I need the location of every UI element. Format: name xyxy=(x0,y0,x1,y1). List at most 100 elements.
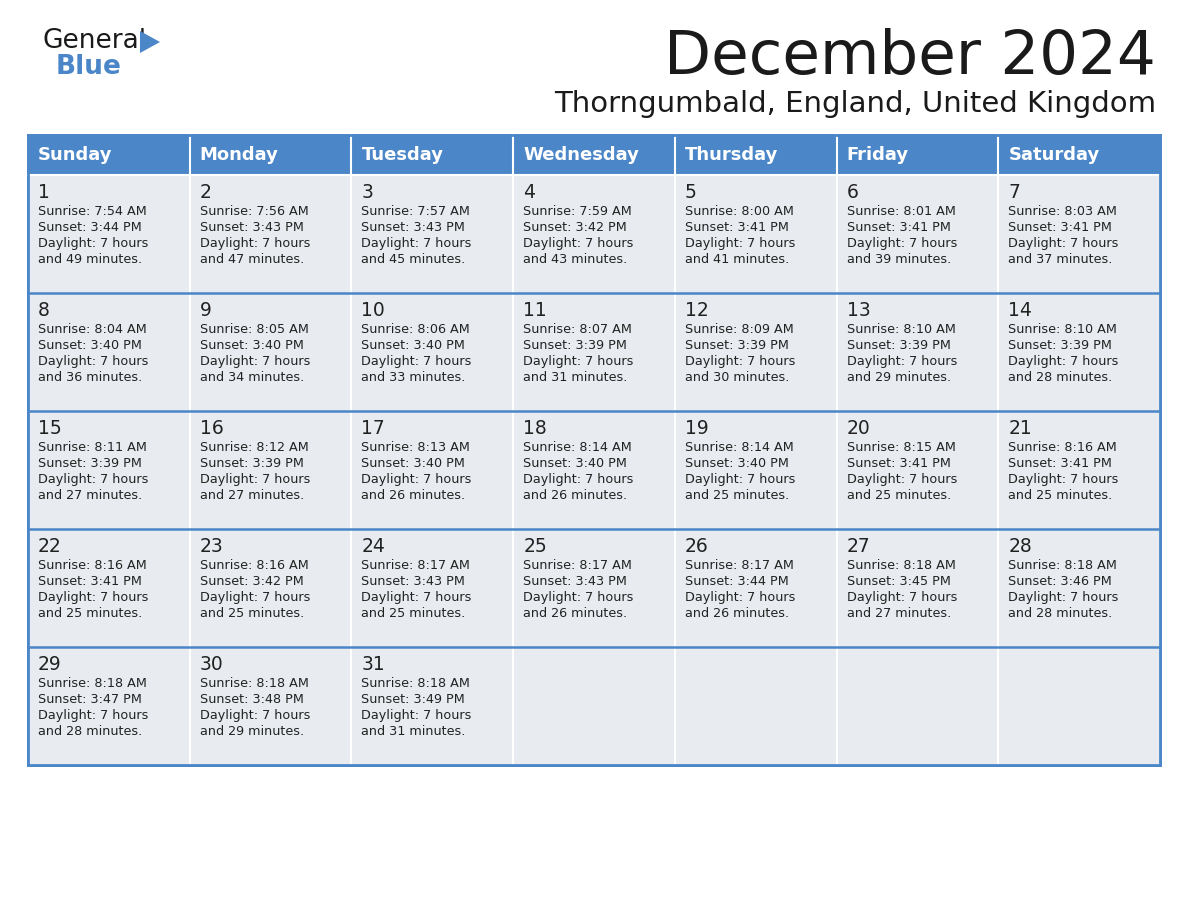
Text: Sunset: 3:39 PM: Sunset: 3:39 PM xyxy=(684,339,789,352)
Text: Daylight: 7 hours: Daylight: 7 hours xyxy=(361,355,472,368)
Bar xyxy=(836,647,998,765)
Text: Daylight: 7 hours: Daylight: 7 hours xyxy=(200,473,310,486)
Text: Sunrise: 8:04 AM: Sunrise: 8:04 AM xyxy=(38,323,147,336)
Bar xyxy=(352,647,513,765)
Bar xyxy=(675,529,836,647)
Text: Daylight: 7 hours: Daylight: 7 hours xyxy=(684,355,795,368)
Text: 6: 6 xyxy=(847,183,859,202)
Text: Sunset: 3:41 PM: Sunset: 3:41 PM xyxy=(847,457,950,470)
Text: Daylight: 7 hours: Daylight: 7 hours xyxy=(523,473,633,486)
Text: Wednesday: Wednesday xyxy=(523,146,639,164)
Text: Sunset: 3:41 PM: Sunset: 3:41 PM xyxy=(847,221,950,234)
Text: and 25 minutes.: and 25 minutes. xyxy=(361,607,466,620)
Bar xyxy=(352,293,513,411)
Text: and 25 minutes.: and 25 minutes. xyxy=(847,489,950,502)
Bar xyxy=(836,293,998,411)
Bar xyxy=(836,411,998,529)
Text: Daylight: 7 hours: Daylight: 7 hours xyxy=(200,709,310,722)
Text: and 27 minutes.: and 27 minutes. xyxy=(847,607,950,620)
Bar xyxy=(998,529,1159,647)
Text: 22: 22 xyxy=(38,537,62,556)
Text: Sunset: 3:43 PM: Sunset: 3:43 PM xyxy=(361,575,466,588)
Bar xyxy=(513,411,675,529)
Text: Sunrise: 8:16 AM: Sunrise: 8:16 AM xyxy=(1009,441,1117,454)
Bar xyxy=(29,135,1159,765)
Text: and 26 minutes.: and 26 minutes. xyxy=(684,607,789,620)
Text: Daylight: 7 hours: Daylight: 7 hours xyxy=(847,237,958,250)
Bar xyxy=(675,175,836,293)
Text: 18: 18 xyxy=(523,419,546,438)
Text: Sunrise: 8:16 AM: Sunrise: 8:16 AM xyxy=(38,559,147,572)
Text: Sunrise: 8:10 AM: Sunrise: 8:10 AM xyxy=(1009,323,1117,336)
Text: Sunrise: 7:54 AM: Sunrise: 7:54 AM xyxy=(38,205,147,218)
Bar xyxy=(513,175,675,293)
Text: Sunrise: 8:13 AM: Sunrise: 8:13 AM xyxy=(361,441,470,454)
Text: Sunset: 3:43 PM: Sunset: 3:43 PM xyxy=(523,575,627,588)
Text: Sunset: 3:48 PM: Sunset: 3:48 PM xyxy=(200,693,304,706)
Bar xyxy=(998,411,1159,529)
Text: Daylight: 7 hours: Daylight: 7 hours xyxy=(523,591,633,604)
Text: Sunset: 3:40 PM: Sunset: 3:40 PM xyxy=(361,339,466,352)
Text: and 43 minutes.: and 43 minutes. xyxy=(523,253,627,266)
Bar xyxy=(836,175,998,293)
Text: 16: 16 xyxy=(200,419,223,438)
Text: and 41 minutes.: and 41 minutes. xyxy=(684,253,789,266)
Bar xyxy=(190,411,352,529)
Text: Daylight: 7 hours: Daylight: 7 hours xyxy=(200,591,310,604)
Text: 13: 13 xyxy=(847,301,871,320)
Text: Daylight: 7 hours: Daylight: 7 hours xyxy=(523,355,633,368)
Text: Daylight: 7 hours: Daylight: 7 hours xyxy=(684,591,795,604)
Text: and 27 minutes.: and 27 minutes. xyxy=(38,489,143,502)
Text: Sunrise: 8:18 AM: Sunrise: 8:18 AM xyxy=(1009,559,1117,572)
Text: and 31 minutes.: and 31 minutes. xyxy=(361,725,466,738)
Text: 27: 27 xyxy=(847,537,871,556)
Text: Daylight: 7 hours: Daylight: 7 hours xyxy=(200,355,310,368)
Text: and 25 minutes.: and 25 minutes. xyxy=(200,607,304,620)
Text: Daylight: 7 hours: Daylight: 7 hours xyxy=(684,237,795,250)
Text: Sunrise: 8:12 AM: Sunrise: 8:12 AM xyxy=(200,441,309,454)
Text: Daylight: 7 hours: Daylight: 7 hours xyxy=(847,355,958,368)
Text: Sunrise: 8:06 AM: Sunrise: 8:06 AM xyxy=(361,323,470,336)
Text: Thursday: Thursday xyxy=(684,146,778,164)
Text: Sunrise: 8:01 AM: Sunrise: 8:01 AM xyxy=(847,205,955,218)
Text: Sunset: 3:42 PM: Sunset: 3:42 PM xyxy=(523,221,627,234)
Text: and 34 minutes.: and 34 minutes. xyxy=(200,371,304,384)
Text: Sunrise: 7:59 AM: Sunrise: 7:59 AM xyxy=(523,205,632,218)
Text: and 28 minutes.: and 28 minutes. xyxy=(1009,371,1112,384)
Text: 2: 2 xyxy=(200,183,211,202)
Text: and 26 minutes.: and 26 minutes. xyxy=(523,607,627,620)
Text: Sunset: 3:39 PM: Sunset: 3:39 PM xyxy=(523,339,627,352)
Text: Sunrise: 8:10 AM: Sunrise: 8:10 AM xyxy=(847,323,955,336)
Text: Sunset: 3:41 PM: Sunset: 3:41 PM xyxy=(38,575,141,588)
Text: 7: 7 xyxy=(1009,183,1020,202)
Bar xyxy=(352,175,513,293)
Bar xyxy=(190,529,352,647)
Bar xyxy=(998,647,1159,765)
Text: Sunset: 3:42 PM: Sunset: 3:42 PM xyxy=(200,575,303,588)
Text: Sunset: 3:41 PM: Sunset: 3:41 PM xyxy=(684,221,789,234)
Text: and 36 minutes.: and 36 minutes. xyxy=(38,371,143,384)
Text: 10: 10 xyxy=(361,301,385,320)
Text: and 33 minutes.: and 33 minutes. xyxy=(361,371,466,384)
Text: 26: 26 xyxy=(684,537,708,556)
Text: and 31 minutes.: and 31 minutes. xyxy=(523,371,627,384)
Polygon shape xyxy=(140,31,160,53)
Text: 25: 25 xyxy=(523,537,546,556)
Text: Daylight: 7 hours: Daylight: 7 hours xyxy=(38,591,148,604)
Bar xyxy=(29,135,1159,765)
Text: 31: 31 xyxy=(361,655,385,674)
Text: 5: 5 xyxy=(684,183,696,202)
Text: Daylight: 7 hours: Daylight: 7 hours xyxy=(361,709,472,722)
Text: Tuesday: Tuesday xyxy=(361,146,443,164)
Text: 17: 17 xyxy=(361,419,385,438)
Text: 1: 1 xyxy=(38,183,50,202)
Bar xyxy=(190,293,352,411)
Text: 9: 9 xyxy=(200,301,211,320)
Bar xyxy=(836,529,998,647)
Text: Sunset: 3:40 PM: Sunset: 3:40 PM xyxy=(38,339,141,352)
Text: and 27 minutes.: and 27 minutes. xyxy=(200,489,304,502)
Text: Sunrise: 8:00 AM: Sunrise: 8:00 AM xyxy=(684,205,794,218)
Text: and 47 minutes.: and 47 minutes. xyxy=(200,253,304,266)
Bar xyxy=(675,647,836,765)
Text: and 39 minutes.: and 39 minutes. xyxy=(847,253,950,266)
